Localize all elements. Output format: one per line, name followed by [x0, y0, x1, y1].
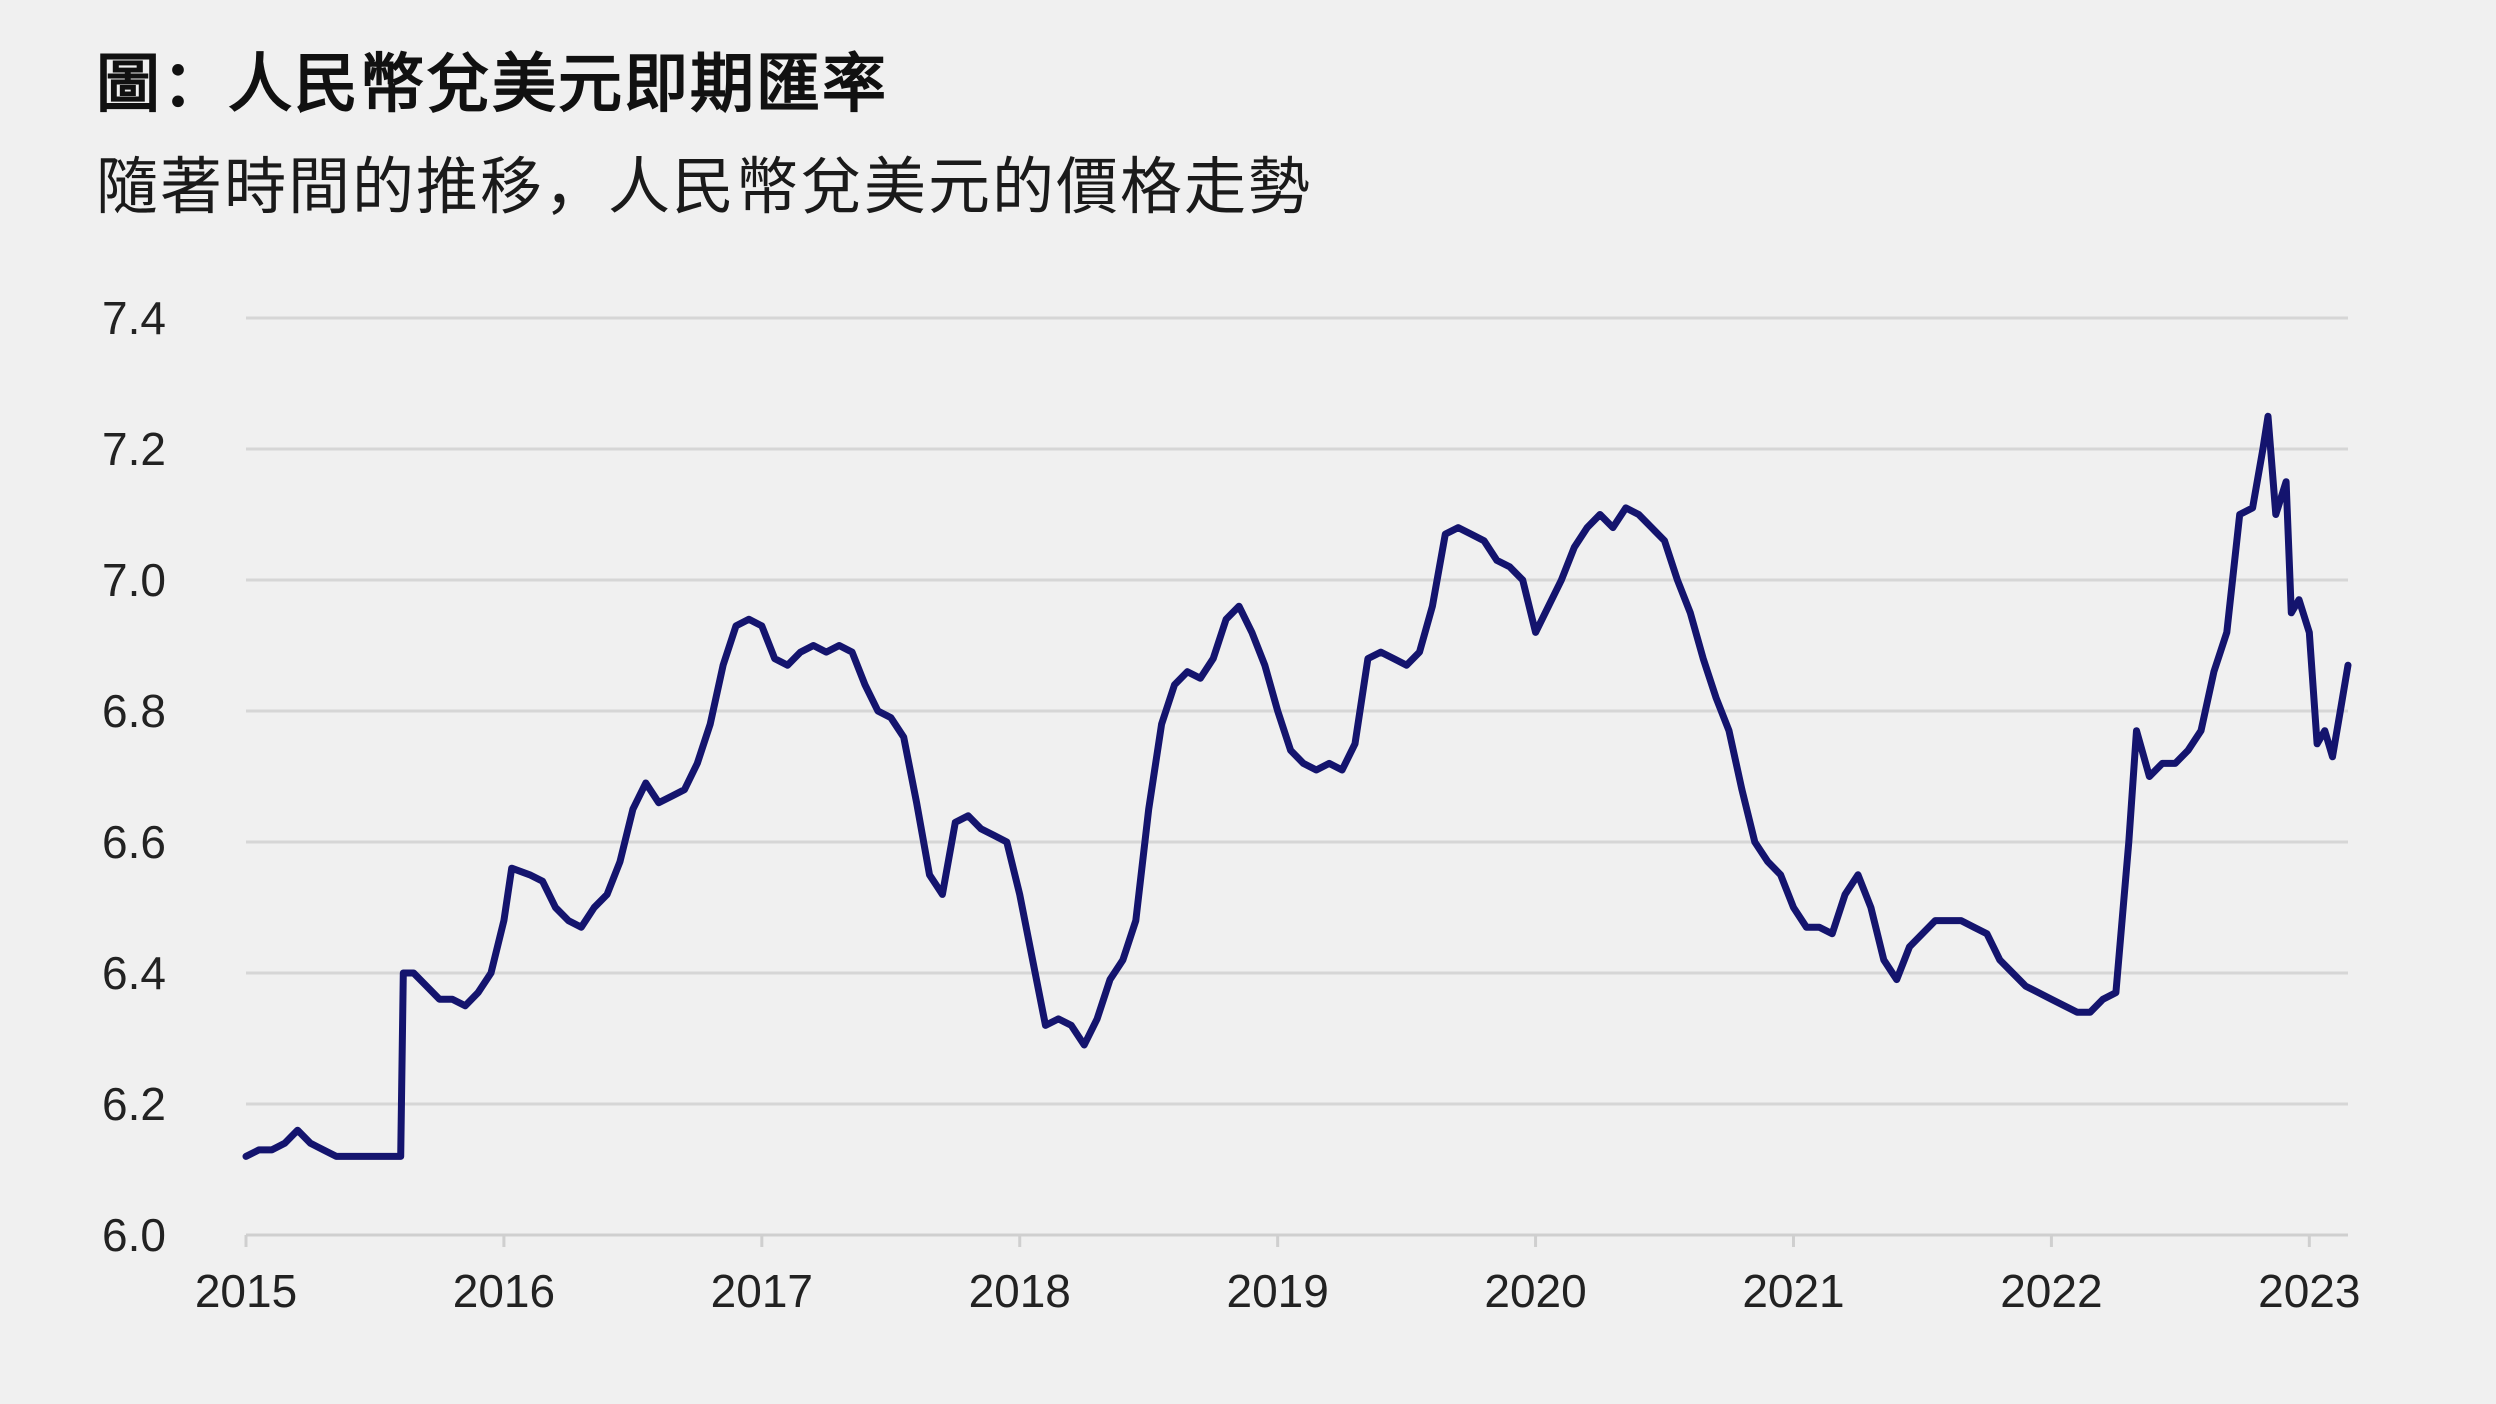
y-tick-label: 6.6: [102, 816, 166, 868]
y-tick-label: 7.4: [102, 292, 166, 344]
chart-title: 圖：人民幣兌美元即期匯率: [96, 48, 888, 120]
x-tick-label: 2017: [711, 1265, 813, 1317]
x-tick-label: 2015: [195, 1265, 297, 1317]
x-tick-label: 2022: [2000, 1265, 2102, 1317]
y-tick-label: 6.8: [102, 685, 166, 737]
x-axis: [244, 1233, 2348, 1247]
y-axis-tick-labels: 6.0 6.2 6.4 6.6 6.8 7.0 7.2 7.4: [102, 292, 166, 1261]
y-tick-label: 6.2: [102, 1078, 166, 1130]
series-layer: [242, 412, 2352, 1160]
x-tick-label: 2019: [1226, 1265, 1328, 1317]
series-line-usd-cny: [242, 412, 2352, 1160]
x-axis-tick-labels: 2015 2016 2017 2018 2019 2020 2021 2022 2023: [195, 1265, 2361, 1317]
x-tick-label: 2023: [2258, 1265, 2360, 1317]
y-tick-label: 7.2: [102, 423, 166, 475]
chart-subtitle: 隨著時間的推移，人民幣兌美元的價格走勢: [96, 153, 1313, 222]
y-tick-label: 6.0: [102, 1209, 166, 1261]
x-tick-label: 2016: [453, 1265, 555, 1317]
gridlines: [246, 316, 2348, 1106]
y-tick-label: 7.0: [102, 554, 166, 606]
x-tick-label: 2018: [969, 1265, 1071, 1317]
x-tick-label: 2021: [1742, 1265, 1844, 1317]
y-tick-label: 6.4: [102, 947, 166, 999]
x-tick-label: 2020: [1484, 1265, 1586, 1317]
